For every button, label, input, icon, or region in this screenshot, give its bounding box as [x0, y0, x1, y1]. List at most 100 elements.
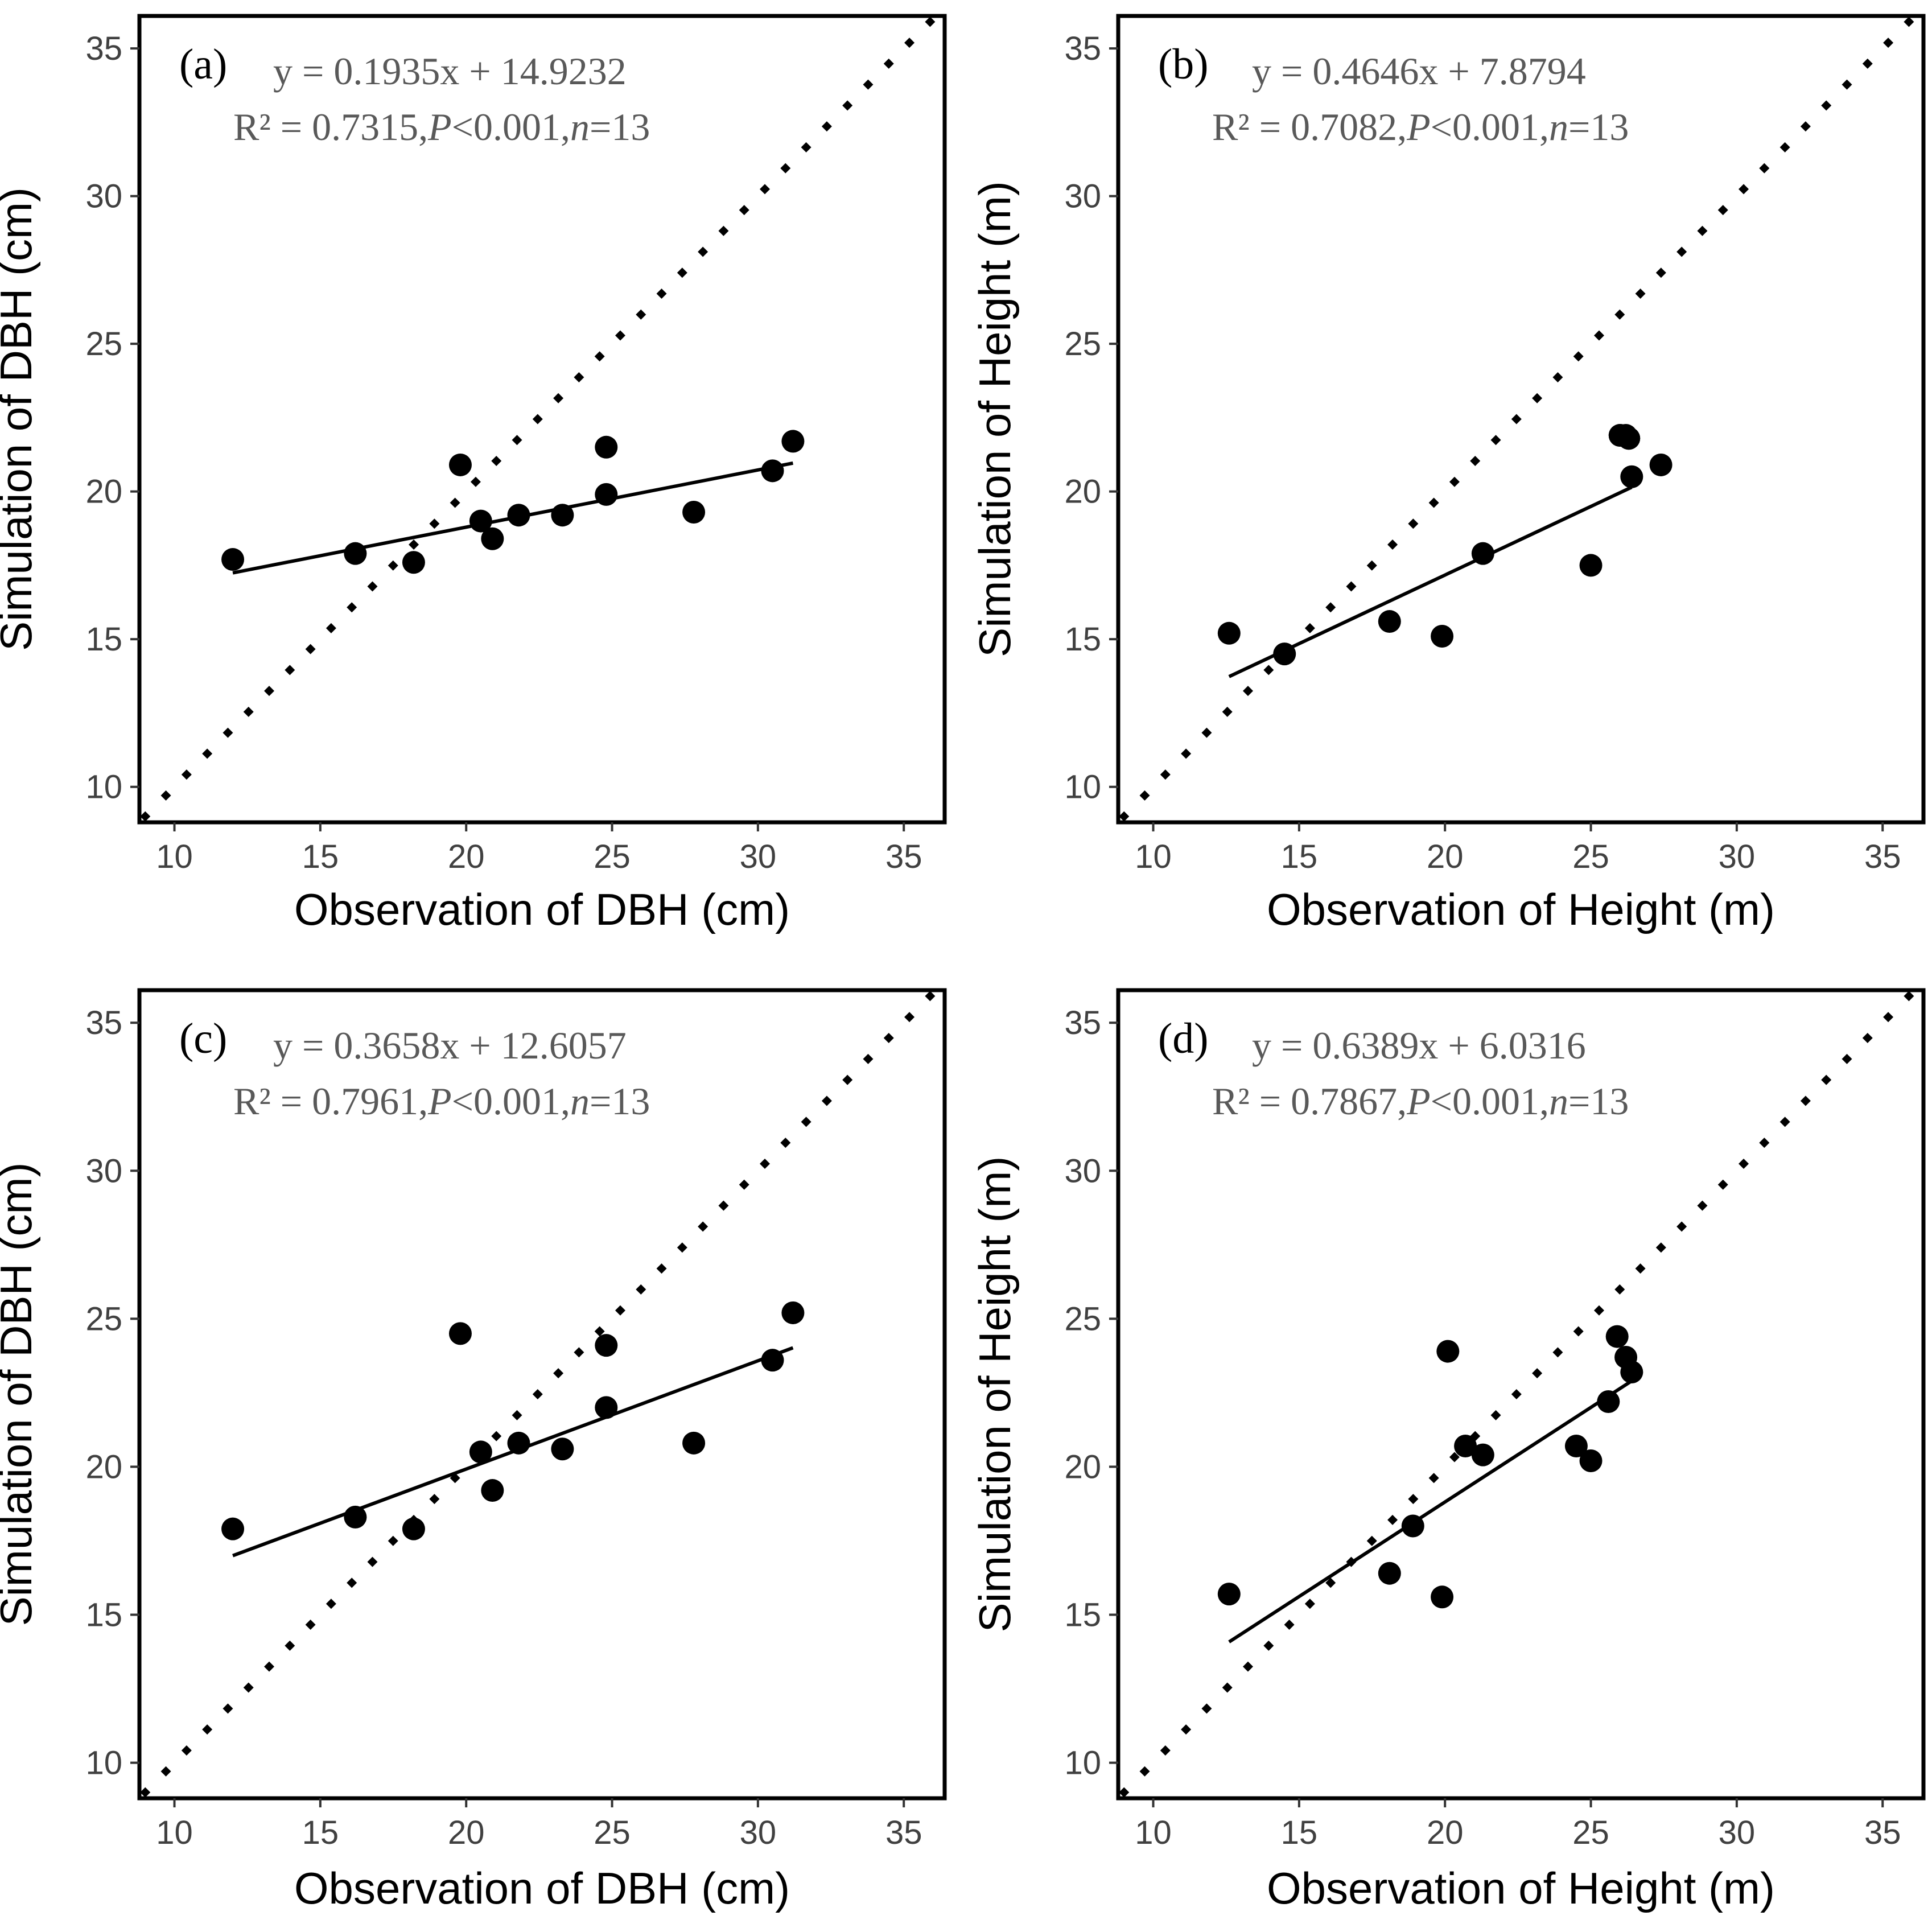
stats-part: n [570, 1080, 590, 1123]
data-point [1431, 625, 1454, 648]
y-tick-label: 10 [1064, 769, 1101, 806]
identity-line-dot [1346, 581, 1357, 592]
y-tick-label: 20 [85, 473, 122, 510]
data-point [595, 1334, 618, 1357]
identity-line-dot [367, 1556, 378, 1567]
panel-label: (b) [1158, 40, 1209, 88]
stats-part: P [1406, 1080, 1431, 1123]
stats-part: =13 [590, 1080, 650, 1123]
identity-line-dot [223, 727, 233, 738]
identity-line-dot [388, 560, 398, 571]
identity-line-dot [1779, 142, 1790, 153]
identity-line-dot [243, 706, 254, 717]
data-point [781, 1301, 805, 1324]
identity-line-dot [512, 1410, 522, 1420]
data-point [402, 551, 425, 574]
y-axis-title: Simulation of Height (m) [970, 1156, 1020, 1633]
identity-line-dot [1366, 1535, 1377, 1546]
regression-equation: y = 0.6389x + 6.0316 [1252, 1024, 1586, 1067]
identity-line-dot [698, 1221, 708, 1232]
panel-label: (c) [179, 1015, 227, 1062]
data-point [1579, 1449, 1603, 1473]
identity-line-dot [904, 1012, 915, 1023]
x-tick-label: 25 [594, 1814, 631, 1851]
identity-line-dot [285, 1640, 295, 1651]
stats-part: n [1549, 1080, 1568, 1123]
identity-line-dot [1325, 1577, 1336, 1588]
y-tick-label: 35 [1064, 1004, 1101, 1041]
identity-line-dot [925, 17, 936, 27]
identity-line-dot [285, 665, 295, 675]
y-tick-label: 30 [1064, 1152, 1101, 1189]
identity-line-dot [1842, 79, 1852, 90]
chart-panel-3: 10 15 20 25 30 35 10 15 20 25 30 35 Observation of D… [0, 988, 947, 1913]
x-tick-label: 10 [1135, 838, 1172, 875]
x-tick-label: 30 [740, 1814, 777, 1851]
identity-line-dot [1408, 1494, 1419, 1505]
identity-line-dot [1655, 267, 1666, 278]
x-tick-label: 25 [1572, 838, 1609, 875]
y-tick-label: 35 [85, 30, 122, 67]
identity-line-dot [1511, 1389, 1522, 1399]
x-tick-label: 10 [1135, 1814, 1172, 1851]
data-point [1620, 465, 1643, 488]
identity-line-dot [202, 748, 213, 759]
identity-line-dot [1119, 1787, 1130, 1798]
plot-border [1116, 14, 1926, 825]
identity-line-dot [1697, 1200, 1708, 1211]
identity-line-dot [326, 623, 336, 633]
data-point [344, 542, 367, 565]
identity-line-dot [532, 1389, 543, 1399]
identity-line-dot [760, 1158, 771, 1169]
x-tick-label: 30 [740, 838, 777, 875]
identity-line-dot [615, 1305, 625, 1316]
data-point [1471, 542, 1494, 565]
identity-line-dot [140, 811, 151, 822]
data-point [1617, 427, 1641, 450]
identity-line-dot [863, 79, 874, 90]
identity-line-dot [677, 1242, 687, 1253]
data-point [221, 1517, 245, 1540]
identity-line-dot [388, 1535, 398, 1546]
regression-stats: R² = 0.7315,P<0.001,n=13 [233, 105, 650, 149]
x-tick-label: 35 [1864, 838, 1901, 875]
x-tick-label: 35 [885, 838, 922, 875]
data-point [595, 435, 618, 459]
y-axis-title: Simulation of DBH (cm) [0, 1163, 41, 1626]
identity-line-dot [512, 435, 522, 446]
stats-part: n [570, 105, 590, 149]
identity-line-dot [532, 414, 543, 425]
data-point [1217, 1583, 1241, 1606]
identity-line-dot [594, 1326, 605, 1337]
y-tick-label: 25 [1064, 1300, 1101, 1337]
identity-line-dot [202, 1724, 213, 1735]
identity-line-dot [160, 790, 171, 801]
identity-line-dot [1366, 560, 1377, 571]
identity-line-dot [1490, 1410, 1501, 1420]
identity-line-dot [1222, 706, 1233, 717]
stats-part: <0.001, [1431, 1080, 1549, 1123]
identity-line-dot [698, 246, 708, 257]
data-point [761, 1349, 784, 1372]
identity-line-dot [1717, 205, 1728, 216]
data-point [1401, 1514, 1424, 1538]
identity-line-dot [1800, 121, 1811, 132]
identity-line-dot [347, 602, 357, 613]
identity-line-dot [1759, 1138, 1770, 1148]
identity-line-dot [1201, 1703, 1212, 1714]
identity-line-dot [1635, 1263, 1646, 1274]
identity-line-dot [1428, 497, 1439, 508]
identity-line-dot [1676, 1221, 1687, 1232]
regression-equation: y = 0.3658x + 12.6057 [273, 1024, 627, 1067]
identity-line-dot [718, 1200, 729, 1211]
x-tick-label: 20 [1427, 838, 1464, 875]
y-axis-title: Simulation of Height (m) [970, 181, 1020, 657]
data-point [1436, 1340, 1460, 1363]
x-axis-title: Observation of DBH (cm) [294, 884, 790, 934]
stats-part: =13 [590, 105, 650, 149]
identity-line-dot [429, 1494, 440, 1505]
identity-line-dot [1263, 665, 1274, 675]
y-tick-label: 25 [85, 1300, 122, 1337]
x-tick-label: 20 [448, 1814, 485, 1851]
